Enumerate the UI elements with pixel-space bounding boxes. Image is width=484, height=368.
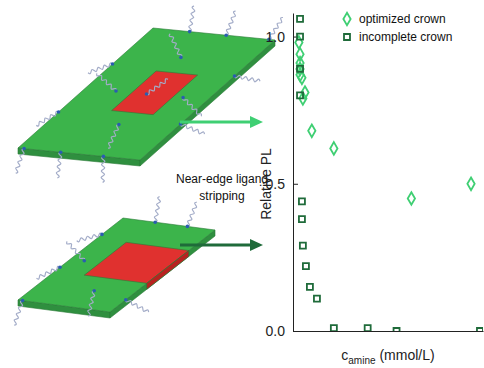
- y-tick-mark: [293, 184, 298, 185]
- legend-marker: [343, 13, 350, 26]
- point: [308, 124, 315, 137]
- point: [331, 325, 337, 331]
- y-tick: 0.0: [266, 323, 298, 339]
- ligand: [147, 79, 168, 95]
- annotation: Near-edge ligand: [176, 172, 268, 186]
- ligand: [56, 152, 61, 178]
- point: [296, 48, 303, 61]
- arrow-head: [250, 239, 263, 251]
- ligand: [77, 233, 102, 242]
- ligand-head: [92, 289, 96, 293]
- ligand: [169, 34, 182, 58]
- x-axis-title: camine (mmol/L): [341, 347, 434, 366]
- x-axis: [294, 331, 484, 332]
- annotation: stripping: [199, 189, 244, 203]
- ligand-head: [58, 265, 62, 269]
- ligand: [181, 124, 205, 134]
- point: [477, 328, 483, 331]
- ligand: [226, 11, 235, 35]
- arrow-shaft: [180, 244, 252, 247]
- point: [394, 328, 400, 331]
- ligand-head: [102, 155, 106, 159]
- ligand: [189, 6, 195, 32]
- point: [297, 34, 303, 40]
- point: [467, 177, 474, 190]
- point: [365, 325, 371, 331]
- legend-marker: [344, 34, 350, 40]
- ligand-head: [100, 233, 104, 237]
- ligand-head: [111, 62, 115, 66]
- plate-face: [18, 28, 275, 160]
- ligand: [126, 300, 149, 312]
- ligand: [88, 63, 112, 74]
- ligand: [97, 73, 117, 91]
- point: [408, 192, 415, 205]
- nanoplatelet: [14, 197, 215, 326]
- schematic: [14, 6, 283, 325]
- ligand-head: [153, 220, 157, 224]
- ligand-head: [57, 110, 61, 114]
- legend: optimized crown incomplete crown: [343, 12, 452, 44]
- arrow: [180, 116, 263, 128]
- ligand: [235, 75, 260, 82]
- ligand-head: [83, 259, 87, 263]
- ligand: [101, 156, 105, 182]
- plate-face: [18, 218, 215, 312]
- y-axis-line: [293, 14, 294, 332]
- ligand-head: [114, 89, 118, 93]
- ligand-head: [59, 150, 63, 154]
- legend-label: optimized crown: [359, 12, 446, 26]
- ligand: [108, 125, 119, 149]
- point: [300, 243, 306, 249]
- series: [295, 36, 474, 205]
- y-tick-label: 1.0: [266, 29, 286, 45]
- ligand-head: [186, 225, 190, 229]
- nanoplatelet: [16, 6, 283, 182]
- ligand: [187, 202, 196, 226]
- point: [307, 284, 313, 290]
- ligand-head: [22, 147, 26, 151]
- arrow: [180, 239, 263, 251]
- y-tick: 1.0: [266, 29, 298, 45]
- ligand: [88, 291, 95, 316]
- ligand: [154, 197, 160, 223]
- arrow-shaft: [180, 121, 252, 124]
- ligand-head: [124, 298, 128, 302]
- ligand: [16, 149, 24, 174]
- point: [297, 16, 303, 22]
- ligand-head: [145, 92, 149, 96]
- legend-label: incomplete crown: [359, 30, 452, 44]
- point: [299, 198, 305, 204]
- ligand: [183, 98, 202, 117]
- arrow-head: [250, 116, 263, 128]
- y-axis-title: Relative PL: [258, 148, 274, 220]
- point: [314, 296, 320, 302]
- point: [299, 216, 305, 222]
- ligand-head: [179, 56, 183, 60]
- ligand-head: [224, 33, 228, 37]
- ligand: [36, 266, 60, 279]
- ligand-head: [21, 299, 25, 303]
- y-tick-label: 0.0: [266, 323, 286, 339]
- chart: Near-edge ligandstripping0.00.51.0camine…: [0, 0, 484, 368]
- ligand: [67, 241, 85, 260]
- series: [297, 16, 483, 331]
- point: [297, 92, 303, 98]
- ligand: [36, 111, 58, 126]
- ligand: [14, 301, 22, 326]
- ligand-head: [181, 96, 185, 100]
- ligand-head: [117, 123, 121, 127]
- point: [303, 263, 309, 269]
- x-axis-line: [294, 331, 484, 332]
- point: [330, 142, 337, 155]
- point: [297, 66, 303, 72]
- core-edge: [147, 251, 189, 290]
- ligand-head: [233, 74, 237, 78]
- plot-area: [295, 16, 483, 331]
- point: [298, 71, 305, 84]
- core: [112, 71, 198, 115]
- ligand-head: [188, 30, 192, 34]
